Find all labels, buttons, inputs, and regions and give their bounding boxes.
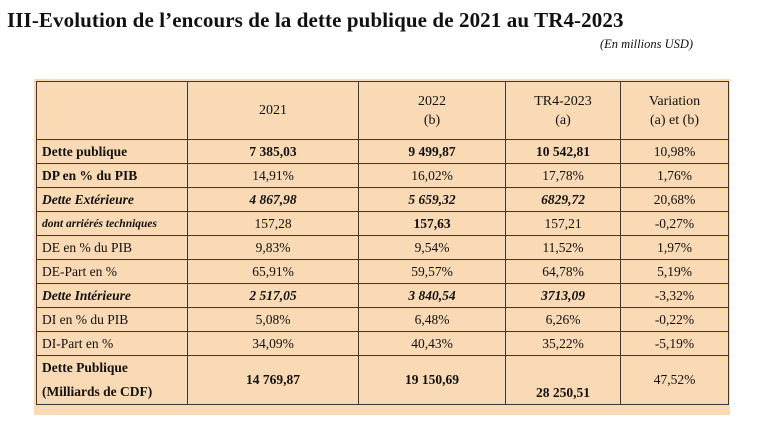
- table-row: Dette Intérieure 2 517,05 3 840,54 3713,…: [36, 283, 729, 308]
- cell-tr4: 6829,72: [505, 187, 621, 212]
- cell-2021: 9,83%: [187, 235, 359, 260]
- cell-2021: 5,08%: [187, 307, 359, 332]
- cell-2021: 14 769,87: [187, 355, 359, 405]
- cell-2021: 65,91%: [187, 259, 359, 284]
- cell-tr4: 157,21: [505, 211, 621, 236]
- row-label: DE-Part en %: [36, 259, 188, 284]
- header-empty: [36, 81, 188, 140]
- table-row: DI en % du PIB 5,08% 6,48% 6,26% -0,22%: [36, 307, 729, 332]
- debt-table: 2021 2022 (b) TR4-2023 (a) Variation (a) et…: [36, 81, 729, 405]
- row-label: Dette Extérieure: [36, 187, 188, 212]
- header-2021: 2021: [187, 81, 359, 140]
- cell-variation: -0,22%: [620, 307, 729, 332]
- cell-tr4: 10 542,81: [505, 139, 621, 164]
- cell-variation: 20,68%: [620, 187, 729, 212]
- cell-2022: 3 840,54: [358, 283, 506, 308]
- cell-2022: 19 150,69: [358, 355, 506, 405]
- row-label: dont arriérés techniques: [36, 211, 188, 236]
- table-row: Dette publique 7 385,03 9 499,87 10 542,…: [36, 139, 729, 164]
- cell-variation: -0,27%: [620, 211, 729, 236]
- cell-2022: 59,57%: [358, 259, 506, 284]
- page-title: III-Evolution de l’encours de la dette p…: [7, 8, 624, 32]
- table-row: dont arriérés techniques 157,28 157,63 1…: [36, 211, 729, 236]
- header-2022: 2022 (b): [358, 81, 506, 140]
- row-label: DP en % du PIB: [36, 163, 188, 188]
- table-container: 2021 2022 (b) TR4-2023 (a) Variation (a) et…: [34, 79, 730, 415]
- header-tr4-2023: TR4-2023 (a): [505, 81, 621, 140]
- cell-variation: 10,98%: [620, 139, 729, 164]
- cell-variation: 47,52%: [620, 355, 729, 405]
- cell-2021: 157,28: [187, 211, 359, 236]
- cell-tr4: 17,78%: [505, 163, 621, 188]
- row-label: Dette publique: [36, 139, 188, 164]
- row-label: DI en % du PIB: [36, 307, 188, 332]
- cell-2022: 16,02%: [358, 163, 506, 188]
- cell-tr4: 11,52%: [505, 235, 621, 260]
- row-label: DI-Part en %: [36, 331, 188, 356]
- cell-tr4: 3713,09: [505, 283, 621, 308]
- cell-variation: -5,19%: [620, 331, 729, 356]
- table-row: DI-Part en % 34,09% 40,43% 35,22% -5,19%: [36, 331, 729, 356]
- table-row: DE en % du PIB 9,83% 9,54% 11,52% 1,97%: [36, 235, 729, 260]
- header-row: 2021 2022 (b) TR4-2023 (a) Variation (a) et…: [36, 81, 729, 140]
- cell-variation: 1,76%: [620, 163, 729, 188]
- cell-2021: 14,91%: [187, 163, 359, 188]
- cell-variation: 1,97%: [620, 235, 729, 260]
- cell-2022: 9,54%: [358, 235, 506, 260]
- cell-2021: 2 517,05: [187, 283, 359, 308]
- cell-tr4: 28 250,51: [505, 355, 621, 405]
- table-row: DE-Part en % 65,91% 59,57% 64,78% 5,19%: [36, 259, 729, 284]
- cell-tr4: 64,78%: [505, 259, 621, 284]
- cell-2022: 5 659,32: [358, 187, 506, 212]
- cell-2022: 157,63: [358, 211, 506, 236]
- cell-variation: 5,19%: [620, 259, 729, 284]
- cell-variation: -3,32%: [620, 283, 729, 308]
- cell-2021: 7 385,03: [187, 139, 359, 164]
- table-row: Dette Extérieure 4 867,98 5 659,32 6829,…: [36, 187, 729, 212]
- cell-tr4: 35,22%: [505, 331, 621, 356]
- table-row-total-cdf: Dette Publique (Milliards de CDF) 14 769,…: [36, 355, 729, 405]
- cell-2022: 9 499,87: [358, 139, 506, 164]
- row-label: DE en % du PIB: [36, 235, 188, 260]
- cell-2022: 6,48%: [358, 307, 506, 332]
- cell-tr4: 6,26%: [505, 307, 621, 332]
- row-label: Dette Intérieure: [36, 283, 188, 308]
- cell-2022: 40,43%: [358, 331, 506, 356]
- row-label: Dette Publique (Milliards de CDF): [36, 355, 188, 405]
- cell-2021: 34,09%: [187, 331, 359, 356]
- unit-note: (En millions USD): [600, 37, 694, 51]
- cell-2021: 4 867,98: [187, 187, 359, 212]
- table-row: DP en % du PIB 14,91% 16,02% 17,78% 1,76…: [36, 163, 729, 188]
- header-variation: Variation (a) et (b): [620, 81, 729, 140]
